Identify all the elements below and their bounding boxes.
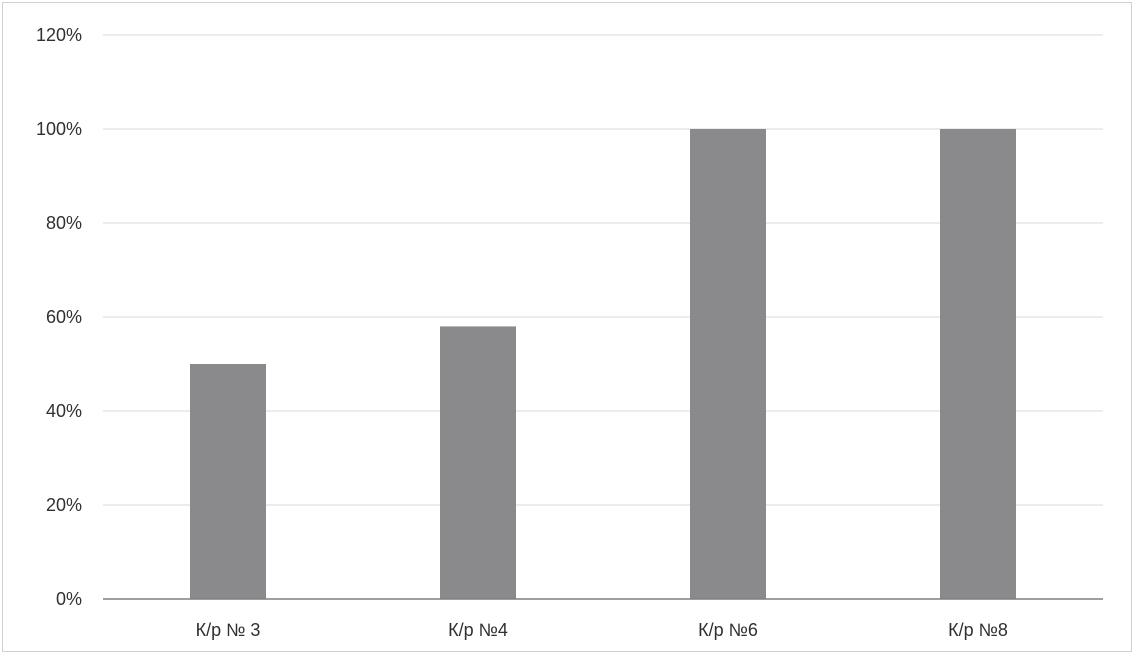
y-tick-label: 60% [46,307,82,327]
gridlines [103,34,1103,506]
y-tick-label: 20% [46,495,82,515]
y-tick-label: 0% [56,589,82,609]
bars [190,129,1016,599]
bar [440,326,516,599]
bar [190,364,266,599]
x-tick-label: К/р №6 [698,620,758,640]
x-tick-label: К/р №4 [448,620,508,640]
bar [940,129,1016,599]
x-tick-label: К/р № 3 [196,620,261,640]
y-tick-label: 40% [46,401,82,421]
bar [690,129,766,599]
y-tick-label: 100% [36,119,82,139]
x-tick-label: К/р №8 [948,620,1008,640]
y-axis-tick-labels: 0% 20% 40% 60% 80% 100% 120% [36,25,82,609]
y-tick-label: 80% [46,213,82,233]
x-axis-category-labels: К/р № 3 К/р №4 К/р №6 К/р №8 [196,620,1008,640]
y-tick-label: 120% [36,25,82,45]
